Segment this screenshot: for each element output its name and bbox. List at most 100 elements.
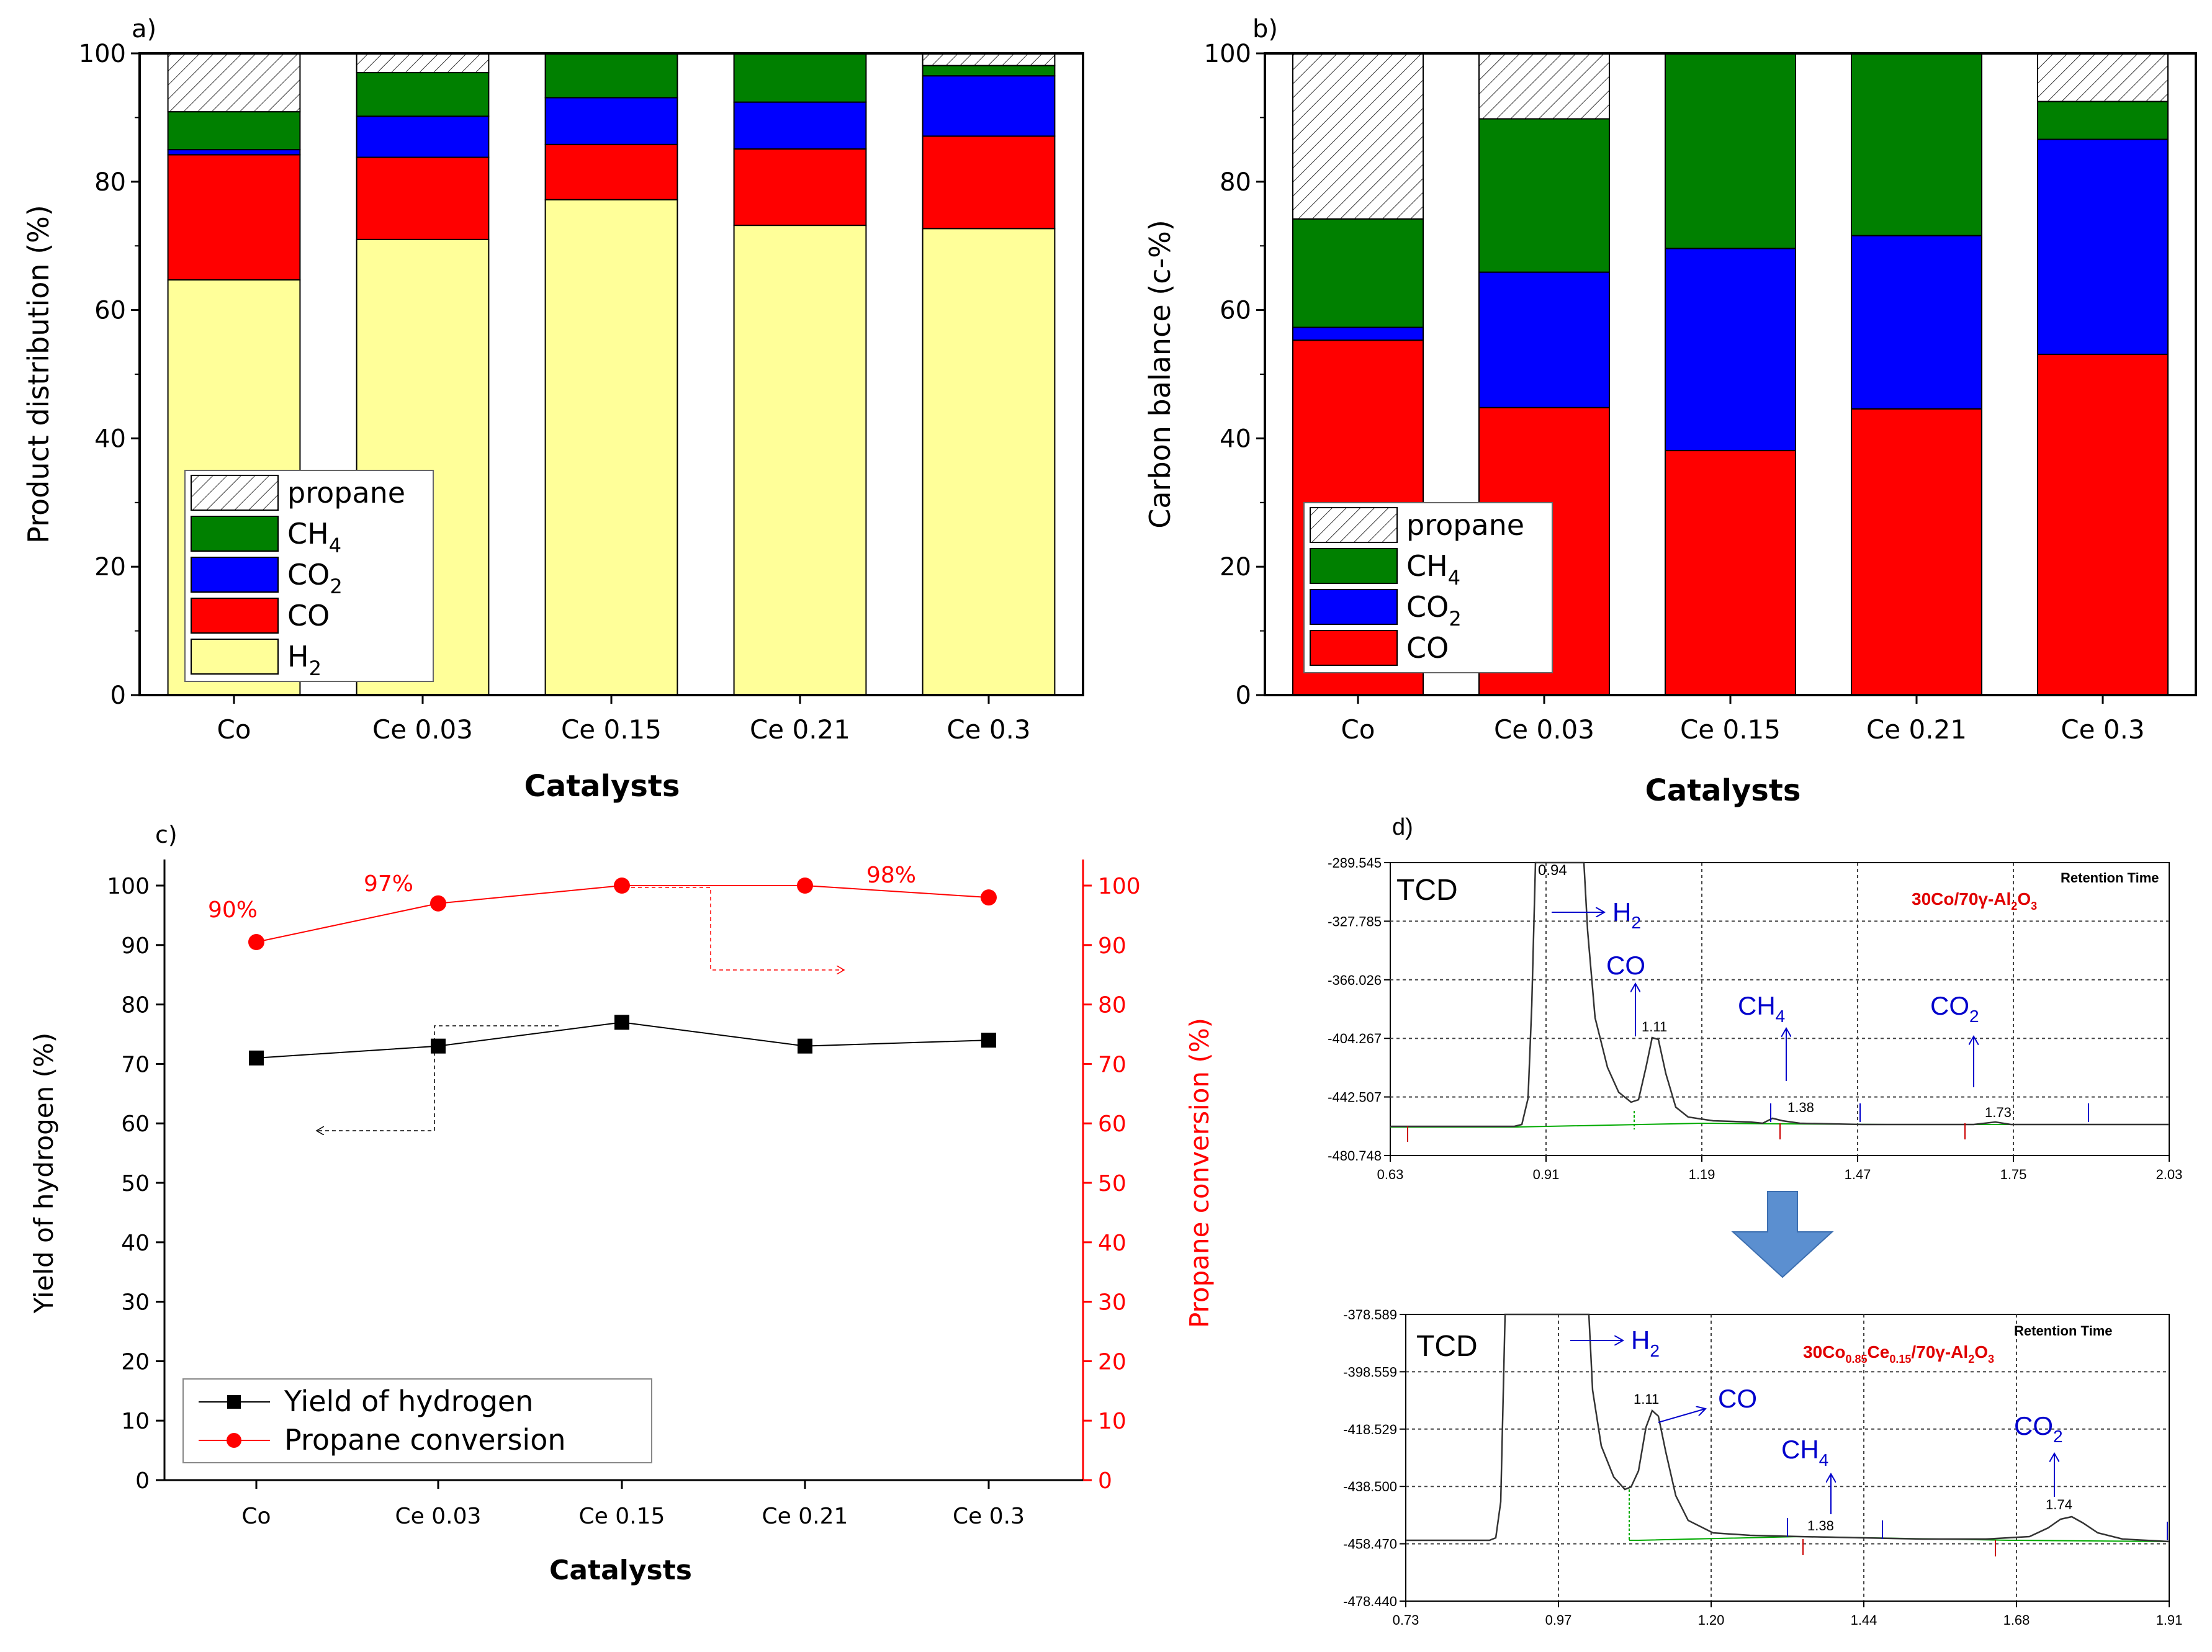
x-tick-label: 0.73 bbox=[1393, 1612, 1419, 1628]
panel-c-xlabel: Catalysts bbox=[549, 1555, 692, 1586]
data-point-yield bbox=[249, 1050, 264, 1066]
peak-rt-h2: 0.94 bbox=[1538, 862, 1567, 879]
y-tick-label-right: 90 bbox=[1098, 933, 1126, 959]
legend-label-subscript: 2 bbox=[330, 575, 342, 598]
y-tick-label: 80 bbox=[94, 168, 126, 197]
panel-c-label: c) bbox=[155, 821, 178, 848]
y-tick-label-left: 90 bbox=[121, 933, 150, 959]
panel-a-ylabel: Product distribution (%) bbox=[22, 205, 55, 544]
panel-c-ylabel-right: Propane conversion (%) bbox=[1184, 1018, 1215, 1328]
y-tick-label: 40 bbox=[94, 424, 126, 453]
chromatogram-1-title: 30Co/70γ-Al2O3 bbox=[1912, 889, 2037, 912]
bar-segment-co bbox=[922, 135, 1056, 230]
chromatogram-1-signal bbox=[1390, 861, 2169, 1128]
legend-swatch-co bbox=[191, 598, 279, 634]
x-tick-label: 1.68 bbox=[2003, 1612, 2030, 1628]
panel-b-label: b) bbox=[1252, 15, 1278, 43]
x-tick-label: 0.97 bbox=[1545, 1612, 1572, 1628]
y-tick-label-left: 60 bbox=[121, 1111, 150, 1137]
y-tick-label-left: 50 bbox=[121, 1171, 150, 1196]
bar-segment-co2 bbox=[167, 149, 301, 156]
legend-label-ch4: CH4 bbox=[287, 517, 341, 557]
bar-segment-propane bbox=[2037, 53, 2169, 102]
y-tick-label: 20 bbox=[94, 553, 126, 581]
legend-label-ch4: CH4 bbox=[1406, 549, 1460, 590]
panel-d-label: d) bbox=[1392, 814, 1413, 840]
legend-swatch-co2 bbox=[191, 557, 279, 593]
y-tick-label-left: 0 bbox=[135, 1468, 150, 1494]
legend-label-subscript: 2 bbox=[1449, 607, 1461, 631]
legend-text-conversion: Propane conversion bbox=[284, 1423, 566, 1457]
legend-label-co2: CO2 bbox=[1406, 590, 1462, 631]
chromatogram-2-signal bbox=[1406, 1313, 2170, 1543]
y-tick-label: -478.440 bbox=[1343, 1594, 1397, 1609]
y-tick-label-right: 30 bbox=[1098, 1290, 1126, 1316]
y-tick-label-left: 100 bbox=[107, 874, 150, 899]
x-tick-label: Ce 0.3 bbox=[2061, 714, 2144, 745]
y-tick-label: 0 bbox=[1236, 681, 1251, 710]
y-tick-label: 20 bbox=[1220, 553, 1251, 581]
y-tick-label: -398.559 bbox=[1343, 1364, 1397, 1380]
bar-segment-propane bbox=[1292, 53, 1424, 220]
data-point-yield bbox=[981, 1033, 996, 1048]
legend-label-subscript: 4 bbox=[329, 534, 341, 557]
x-tick-label: Ce 0.03 bbox=[395, 1504, 482, 1529]
legend-swatch-h2 bbox=[191, 639, 279, 675]
y-tick-label: -327.785 bbox=[1328, 914, 1382, 929]
legend-label-propane: propane bbox=[1406, 508, 1524, 542]
bar-segment-co bbox=[356, 156, 490, 240]
data-point-yield bbox=[798, 1038, 812, 1054]
bar-segment-co2 bbox=[544, 97, 678, 145]
y-tick-label: -378.589 bbox=[1343, 1307, 1397, 1322]
data-point-conversion bbox=[981, 889, 997, 906]
panel-b-carbon-balance: b) Co Ce 0.03 Ce 0.15 Ce 0.21 Ce 0.3 0 20 40 60 8… bbox=[1143, 15, 2197, 808]
x-tick-label: Ce 0.03 bbox=[372, 714, 473, 745]
panel-c-yield-conversion: c) 0 0 10 10 20 20 30 30 40 40 50 50 60 60 70 70 80 80 90 9… bbox=[29, 821, 1215, 1586]
bar-segment-propane bbox=[1478, 53, 1610, 120]
panel-a-label: a) bbox=[132, 15, 156, 43]
panel-d-chromatograms: d) 0.63 0.91 1.19 1.47 1.75 2.03 -289.545 -327.… bbox=[1328, 814, 2182, 1628]
x-tick-label: Ce 0.3 bbox=[946, 714, 1030, 745]
peak-rt-co2: 1.74 bbox=[2046, 1497, 2072, 1512]
y-tick-label-left: 40 bbox=[121, 1231, 150, 1256]
legend-label-co: CO bbox=[287, 599, 330, 632]
bar-segment-co2 bbox=[733, 101, 867, 150]
legend-label-text: CO bbox=[1406, 631, 1449, 665]
legend-label-subscript: 4 bbox=[1448, 566, 1460, 590]
y-tick-label: -404.267 bbox=[1328, 1031, 1382, 1046]
legend-label-text: CH bbox=[1406, 549, 1448, 583]
chromatogram-2-title: 30Co0.85Ce0.15/70γ-Al2O3 bbox=[1803, 1342, 1994, 1365]
bar-segment-co bbox=[2037, 353, 2169, 696]
legend-label-text: CO bbox=[1406, 590, 1449, 624]
legend-label-text: CO bbox=[287, 558, 330, 591]
x-tick-label: Co bbox=[217, 714, 251, 745]
y-tick-label: -458.470 bbox=[1343, 1537, 1397, 1552]
y-tick-label: 80 bbox=[1220, 168, 1251, 197]
legend-label-subscript: 2 bbox=[309, 657, 321, 680]
panel-b-ylabel: Carbon balance (c-%) bbox=[1143, 220, 1177, 529]
y-tick-label: 40 bbox=[1220, 424, 1251, 453]
bar-segment-ch4 bbox=[1665, 53, 1796, 249]
y-tick-label: 100 bbox=[79, 40, 126, 68]
bar-segment-h2 bbox=[922, 228, 1056, 696]
y-tick-label: -480.748 bbox=[1328, 1148, 1382, 1164]
legend-swatch-co2 bbox=[1310, 589, 1398, 625]
panel-c-legend: Yield of hydrogen Propane conversion bbox=[182, 1378, 652, 1463]
ch4-label: CH4 bbox=[1738, 991, 1785, 1026]
legend-label-co2: CO2 bbox=[287, 558, 343, 598]
bar-segment-ch4 bbox=[922, 65, 1056, 77]
co2-label: CO2 bbox=[2014, 1411, 2063, 1446]
peak-rt-ch4: 1.38 bbox=[1807, 1518, 1834, 1533]
peak-rt-co2: 1.73 bbox=[1985, 1105, 2012, 1120]
y-tick-label: 100 bbox=[1204, 40, 1251, 68]
legend-swatch-ch4 bbox=[191, 516, 279, 552]
y-tick-label-left: 30 bbox=[121, 1290, 150, 1316]
bar-segment-co2 bbox=[356, 115, 490, 158]
legend-swatch-propane bbox=[191, 475, 279, 511]
legend-label-text: H bbox=[287, 640, 309, 673]
legend-label-text: CO bbox=[287, 599, 330, 632]
x-tick-label: 1.75 bbox=[2000, 1167, 2027, 1182]
bar-segment-ch4 bbox=[167, 111, 301, 151]
